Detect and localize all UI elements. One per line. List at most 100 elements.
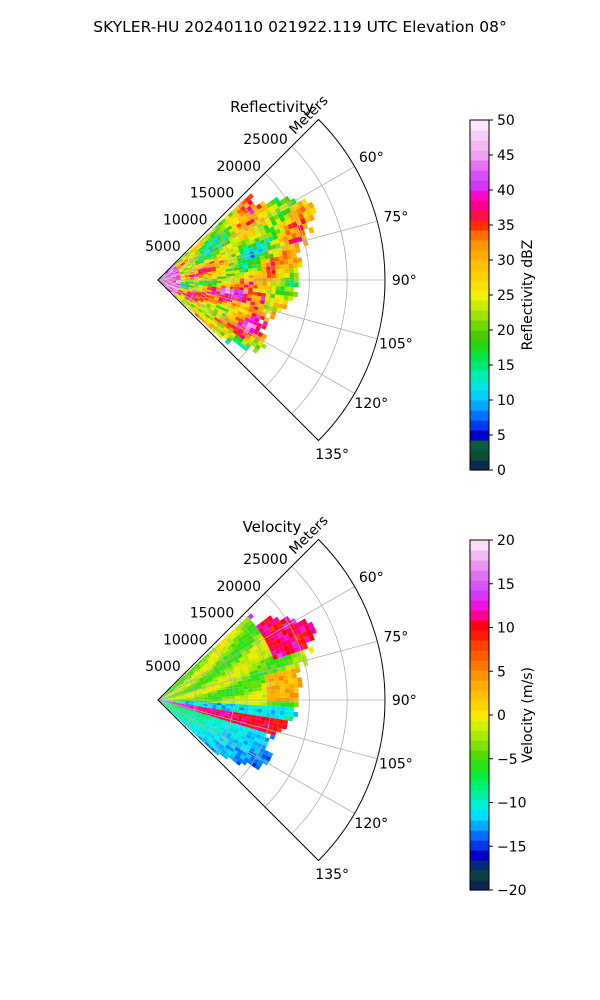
field-cell (212, 282, 217, 286)
field-cell (279, 636, 286, 643)
field-cell (224, 650, 231, 656)
field-cell (221, 253, 227, 258)
colorbar-segment (470, 340, 489, 351)
field-cell (220, 671, 226, 676)
field-cell (255, 660, 262, 667)
field-cell (211, 688, 217, 692)
field-cell (202, 675, 208, 679)
field-cell (271, 701, 277, 707)
field-cell (166, 283, 171, 286)
field-cell (185, 702, 190, 704)
field-cell (180, 714, 186, 718)
field-cell (189, 260, 195, 264)
field-cell (295, 207, 303, 215)
radial-tick-label: 5000 (145, 239, 181, 255)
field-cell (268, 721, 274, 727)
field-cell (170, 273, 176, 276)
field-cell (184, 272, 190, 275)
field-cell (279, 661, 286, 668)
field-cell (256, 260, 262, 265)
radial-tick-label: 10000 (163, 632, 208, 648)
field-cell (181, 720, 186, 725)
field-cell (238, 728, 244, 733)
field-cell (207, 704, 213, 707)
field-cell (188, 298, 194, 303)
field-cell (239, 670, 245, 675)
field-cell (166, 275, 172, 278)
field-cell (257, 288, 263, 293)
field-cell (177, 266, 183, 270)
field-cell (230, 314, 237, 320)
field-cell (203, 280, 208, 283)
field-cell (262, 246, 268, 252)
colorbar-segment (470, 430, 489, 441)
field-cell (198, 696, 204, 698)
field-cell (212, 675, 218, 679)
field-cell (176, 701, 181, 703)
field-cell (162, 281, 167, 284)
field-cell (223, 220, 229, 226)
radial-tick-label: 10000 (163, 212, 208, 228)
field-cell (266, 615, 274, 622)
field-cell (247, 681, 253, 686)
colorbar-tick-label: 50 (497, 113, 515, 129)
field-cell (252, 626, 259, 633)
field-cell (207, 695, 213, 698)
field-cell (295, 231, 302, 238)
field-cell (185, 722, 190, 727)
field-cell (188, 289, 193, 292)
field-cell (234, 205, 241, 212)
field-cell (250, 677, 257, 682)
field-cell (185, 714, 191, 718)
field-cell (236, 661, 242, 667)
field-cell (252, 284, 258, 289)
field-cell (275, 265, 281, 270)
field-cell (202, 708, 208, 712)
field-cell (234, 334, 240, 341)
field-cell (225, 252, 231, 257)
field-cell (289, 243, 296, 250)
field-cell (186, 292, 192, 296)
field-cell (213, 238, 219, 243)
field-cell (255, 676, 261, 681)
velocity-angle-ticks: 60°75°90°105°120°135° (315, 570, 416, 883)
field-cell (190, 682, 196, 686)
colorbar-label: Velocity (m/s) (520, 667, 536, 763)
field-cell (217, 310, 223, 316)
field-cell (198, 706, 203, 709)
field-cell (225, 642, 231, 649)
field-cell (170, 693, 176, 696)
field-cell (196, 713, 201, 717)
field-cell (262, 281, 267, 286)
field-cell (211, 747, 217, 753)
field-cell (230, 222, 237, 228)
field-cell (233, 294, 239, 299)
field-cell (270, 681, 276, 687)
field-cell (239, 754, 246, 760)
field-cell (189, 282, 195, 285)
field-cell (238, 266, 244, 271)
colorbar-segment (470, 770, 489, 781)
field-cell (263, 237, 270, 244)
field-cell (162, 698, 168, 700)
field-cell (185, 700, 190, 702)
field-cell (162, 281, 167, 284)
field-cell (211, 290, 216, 294)
field-cell (221, 322, 227, 327)
field-cell (207, 237, 213, 242)
field-cell (275, 273, 281, 278)
field-cell (274, 714, 280, 720)
field-cell (182, 677, 188, 681)
field-cell (191, 673, 197, 678)
field-cell (225, 303, 231, 308)
field-cell (175, 274, 181, 277)
field-cell (194, 726, 199, 731)
field-cell (227, 665, 234, 670)
field-cell (284, 693, 290, 698)
field-cell (254, 657, 260, 663)
field-cell (195, 251, 200, 256)
field-cell (222, 244, 228, 250)
field-cell (221, 742, 227, 747)
colorbar-tick-label: 20 (497, 323, 515, 339)
